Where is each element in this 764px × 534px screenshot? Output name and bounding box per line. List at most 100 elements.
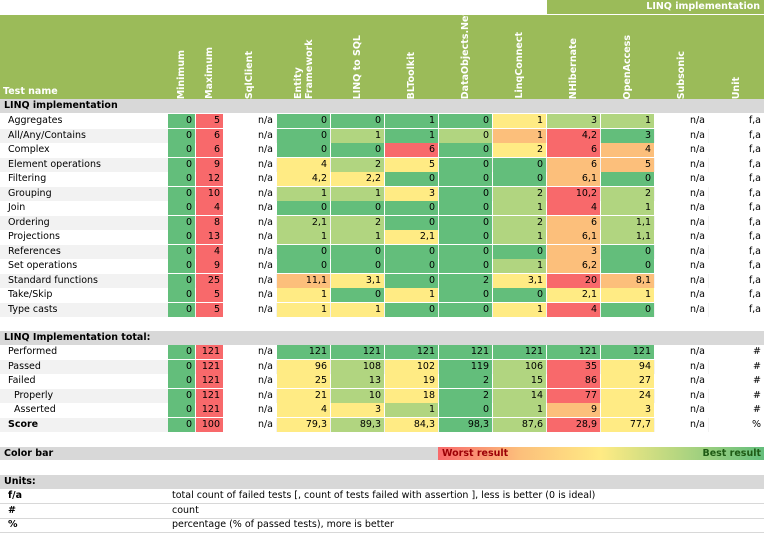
na-cell: n/a — [655, 403, 708, 417]
na-cell: n/a — [655, 273, 708, 288]
unit-cell: f,a — [709, 302, 764, 317]
value-cell: 3 — [547, 244, 600, 259]
value-cell: 0 — [168, 388, 195, 403]
unit-cell: # — [709, 345, 764, 359]
row-label: Type casts — [8, 303, 58, 315]
value-cell: 3,1 — [493, 273, 546, 288]
column-header: Subsonic — [655, 15, 708, 99]
value-cell: 0 — [493, 172, 546, 186]
value-cell: 1 — [385, 128, 438, 143]
value-cell: 121 — [385, 345, 438, 359]
column-header-label: LINQ to SQL — [352, 34, 363, 99]
value-cell: 2 — [493, 215, 546, 230]
row-label: Filtering — [8, 173, 47, 184]
value-cell: 19 — [385, 374, 438, 388]
value-cell: 20 — [547, 273, 600, 288]
value-cell: 11,1 — [277, 273, 330, 288]
value-cell: 15 — [493, 374, 546, 388]
value-cell: 9 — [547, 403, 600, 417]
row-label: Set operations — [8, 260, 78, 271]
row-label: Score — [8, 418, 39, 430]
row-label: Grouping — [8, 187, 52, 199]
value-cell: 4 — [196, 201, 223, 215]
colorbar-gradient — [438, 447, 764, 460]
na-cell: n/a — [223, 143, 276, 157]
value-cell: 2,1 — [385, 230, 438, 244]
value-cell: 0 — [493, 244, 546, 259]
na-cell: n/a — [655, 114, 708, 128]
column-header: Unit — [709, 15, 764, 99]
value-cell: 2 — [439, 388, 492, 403]
value-cell: 2,1 — [547, 288, 600, 302]
value-cell: 77,7 — [601, 417, 654, 432]
value-cell: 0 — [385, 201, 438, 215]
value-cell: 0 — [168, 403, 195, 417]
value-cell: 0 — [168, 201, 195, 215]
value-cell: 0 — [331, 201, 384, 215]
na-cell: n/a — [223, 359, 276, 374]
value-cell: 0 — [385, 259, 438, 273]
na-cell: n/a — [655, 157, 708, 172]
value-cell: 2 — [439, 374, 492, 388]
row-label: Passed — [8, 360, 41, 372]
value-cell: 121 — [547, 345, 600, 359]
value-cell: 0 — [439, 403, 492, 417]
value-cell: 1 — [331, 186, 384, 201]
value-cell: 3,1 — [331, 273, 384, 288]
value-cell: 0 — [439, 114, 492, 128]
value-cell: 79,3 — [277, 417, 330, 432]
na-cell: n/a — [223, 215, 276, 230]
value-cell: 3 — [601, 128, 654, 143]
unit-cell: f,a — [709, 215, 764, 230]
unit-key: % — [8, 519, 18, 530]
na-cell: n/a — [223, 345, 276, 359]
value-cell: 10 — [196, 186, 223, 201]
row-label: Performed — [8, 346, 58, 357]
value-cell: 102 — [385, 359, 438, 374]
section-band: LINQ Implementation total: — [0, 331, 764, 345]
unit-description: count — [172, 504, 199, 516]
row-label: Projections — [8, 231, 60, 242]
value-cell: 9 — [196, 259, 223, 273]
column-header: NHibernate — [547, 15, 600, 99]
value-cell: 0 — [439, 186, 492, 201]
value-cell: 121 — [331, 345, 384, 359]
value-cell: 106 — [493, 359, 546, 374]
na-cell: n/a — [223, 302, 276, 317]
unit-row: f/a total count of failed tests [, count … — [0, 489, 764, 504]
value-cell: 5 — [196, 302, 223, 317]
value-cell: 6 — [547, 157, 600, 172]
value-cell: 1 — [493, 230, 546, 244]
value-cell: 0 — [439, 288, 492, 302]
value-cell: 3 — [547, 114, 600, 128]
top-banner: LINQ implementation — [547, 0, 764, 14]
value-cell: 0 — [277, 128, 330, 143]
value-cell: 2 — [601, 186, 654, 201]
na-cell: n/a — [655, 128, 708, 143]
row-label: Take/Skip — [8, 289, 53, 300]
header-row — [0, 15, 764, 99]
test-name-header: Test name — [3, 86, 58, 97]
value-cell: 0 — [439, 244, 492, 259]
value-cell: 35 — [547, 359, 600, 374]
value-cell: 2 — [493, 186, 546, 201]
na-cell: n/a — [223, 374, 276, 388]
column-header: LINQ to SQL — [331, 15, 384, 99]
column-header-label: Entity Framework — [292, 39, 315, 99]
column-header: SqlClient — [223, 15, 276, 99]
value-cell: 27 — [601, 374, 654, 388]
value-cell: 121 — [196, 374, 223, 388]
na-cell: n/a — [223, 201, 276, 215]
unit-row: # count — [0, 504, 764, 519]
na-cell: n/a — [223, 244, 276, 259]
value-cell: 0 — [493, 157, 546, 172]
value-cell: 5 — [385, 157, 438, 172]
value-cell: 4 — [601, 143, 654, 157]
value-cell: 1 — [331, 230, 384, 244]
column-header-label: SqlClient — [244, 50, 255, 99]
value-cell: 2 — [331, 157, 384, 172]
value-cell: 119 — [439, 359, 492, 374]
value-cell: 0 — [439, 143, 492, 157]
na-cell: n/a — [223, 273, 276, 288]
value-cell: 4,2 — [547, 128, 600, 143]
